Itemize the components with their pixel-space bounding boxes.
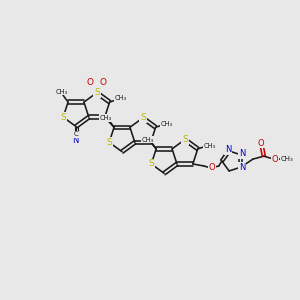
Text: N: N — [225, 146, 231, 154]
Text: S: S — [106, 138, 112, 147]
Text: N: N — [238, 149, 245, 158]
Text: CH₃: CH₃ — [280, 156, 293, 162]
Text: N: N — [238, 163, 245, 172]
Text: CH₃: CH₃ — [161, 122, 173, 128]
Text: CH₃: CH₃ — [100, 115, 112, 121]
Text: C: C — [74, 131, 78, 137]
Text: N: N — [72, 136, 78, 145]
Text: O: O — [257, 139, 264, 148]
Text: S: S — [148, 160, 154, 169]
Text: CH₃: CH₃ — [115, 95, 127, 101]
Text: O: O — [208, 164, 215, 172]
Text: S: S — [60, 113, 66, 122]
Text: O: O — [272, 154, 278, 164]
Text: CH₃: CH₃ — [142, 136, 154, 142]
Text: O: O — [99, 78, 106, 87]
Text: CH₃: CH₃ — [203, 143, 215, 149]
Text: S: S — [94, 88, 100, 97]
Text: S: S — [140, 113, 146, 122]
Text: S: S — [182, 135, 188, 144]
Text: O: O — [86, 78, 93, 87]
Text: CH₃: CH₃ — [56, 89, 68, 95]
